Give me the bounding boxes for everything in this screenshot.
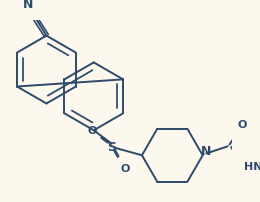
Text: N: N — [23, 0, 33, 11]
Text: HN: HN — [244, 161, 260, 171]
Text: O: O — [237, 119, 247, 129]
Text: O: O — [120, 163, 130, 173]
Text: S: S — [107, 140, 116, 153]
Text: N: N — [201, 145, 211, 158]
Text: O: O — [87, 126, 97, 136]
